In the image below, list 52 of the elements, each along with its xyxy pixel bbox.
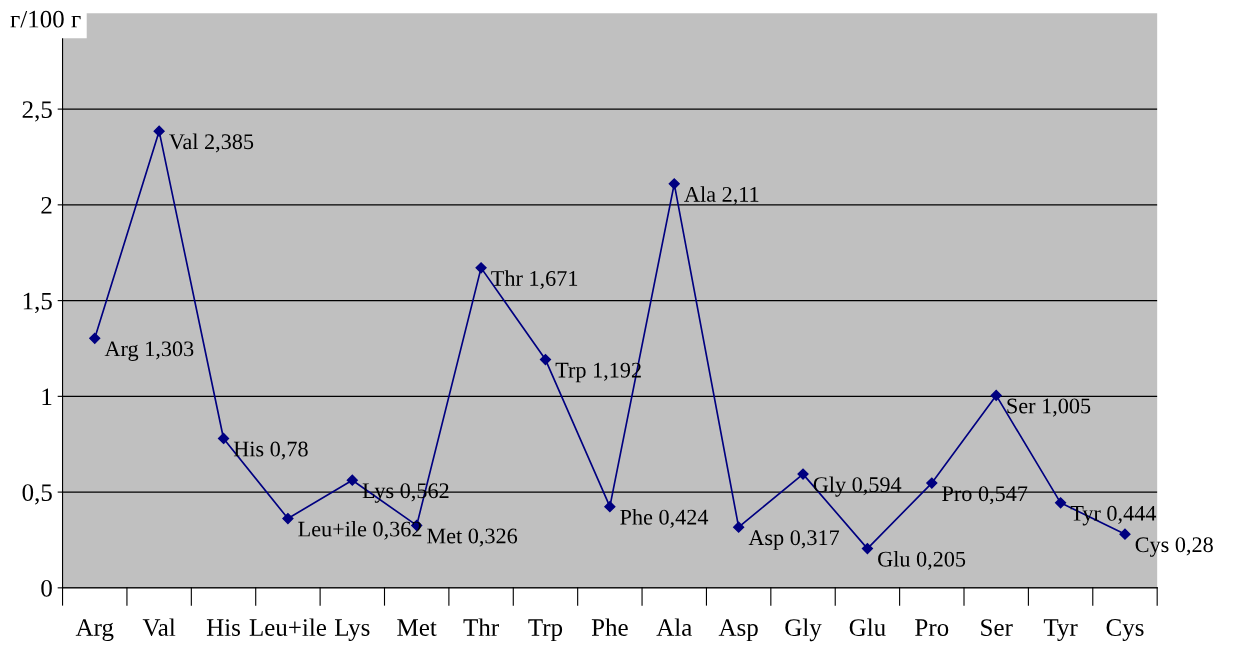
data-label: His 0,78 <box>233 441 308 460</box>
x-tick-label: Ser <box>981 619 1013 636</box>
point <box>1054 497 1067 509</box>
point <box>668 178 680 190</box>
point <box>539 353 552 366</box>
data-label: Val 2,385 <box>169 133 254 153</box>
x-tick-label: Trp <box>528 619 563 642</box>
x-tick-label: Met <box>397 619 437 636</box>
x-tick-label: Ala <box>656 618 692 636</box>
x-tick-label: Tyr <box>1043 619 1078 642</box>
data-label: Ala 2,11 <box>684 186 759 206</box>
x-tick-label: Lys <box>334 619 370 642</box>
x-tick-label: Thr <box>463 618 499 636</box>
data-label: Ser 1,005 <box>1007 398 1091 417</box>
point <box>733 521 745 533</box>
data-label: Cys 0,28 <box>1135 537 1213 557</box>
data-label: Leu+ile 0,362 <box>298 520 422 540</box>
data-label: Asp 0,317 <box>748 530 840 550</box>
point <box>861 542 874 555</box>
point <box>217 432 230 445</box>
y-tick-label: 0 <box>41 579 52 597</box>
point <box>1119 528 1131 540</box>
data-label: Met 0,326 <box>427 528 518 547</box>
point <box>282 512 294 525</box>
point <box>604 501 616 513</box>
point <box>475 262 487 274</box>
point <box>926 477 938 489</box>
x-tick-label: His <box>206 619 240 636</box>
x-tick-label: Pro <box>915 619 949 636</box>
point <box>153 125 165 137</box>
data-label: Thr 1,671 <box>491 270 578 290</box>
point <box>346 474 358 486</box>
point <box>89 332 101 344</box>
x-tick-label: Cys <box>1106 619 1144 642</box>
x-tick-label: Arg <box>75 619 114 642</box>
x-tick-label: Phe <box>591 618 628 636</box>
x-tick-label: Gly <box>785 618 822 642</box>
data-label: Glu 0,205 <box>878 551 966 570</box>
y-tick-label: 1 <box>42 388 52 406</box>
data-label: Arg 1,303 <box>104 341 194 361</box>
point <box>797 468 809 480</box>
point <box>990 389 1002 401</box>
data-label: Phe 0,424 <box>620 509 709 528</box>
y-tick-label: 1,5 <box>23 292 52 314</box>
y-axis-title: г/100 г <box>10 10 81 28</box>
x-tick-label: Glu <box>849 618 886 636</box>
y-tick-label: 2 <box>41 196 52 214</box>
x-tick-label: Asp <box>718 619 758 642</box>
y-tick-label: 0,5 <box>22 484 52 505</box>
x-tick-label: Leu+ile <box>249 618 327 636</box>
y-tick-label: 2,5 <box>22 101 52 122</box>
x-tick-label: Val <box>142 618 176 637</box>
